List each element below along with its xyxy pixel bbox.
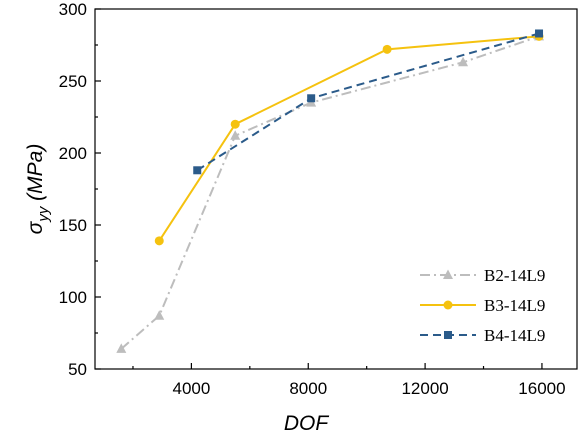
x-tick-label: 4000 [172,379,210,398]
legend-entry: B2-14L9 [420,266,545,285]
legend: B2-14L9 B3-14L9 B4-14L9 [420,266,545,345]
legend-label: B3-14L9 [484,296,545,315]
series-layer [116,29,545,353]
y-axis-title-unit: (MPa) [24,144,47,207]
x-axis-title: DOF [284,412,330,435]
x-tick-label: 12000 [401,379,448,398]
legend-entry: B3-14L9 [420,296,545,315]
y-tick-label: 100 [59,288,87,307]
series-line [158,35,540,242]
series-B2-14L9 [116,30,545,353]
legend-label: B4-14L9 [484,326,545,345]
x-tick-label: 8000 [289,379,327,398]
y-axis-title: σyy (MPa) [24,144,52,235]
data-point [230,130,241,140]
y-tick-label: 50 [68,360,87,379]
data-point [116,343,127,353]
series-B4-14L9 [193,29,544,175]
data-point [535,29,544,38]
legend-entry: B4-14L9 [420,326,545,345]
series-line [196,32,540,172]
y-tick-label: 250 [59,72,87,91]
series-line [120,35,540,350]
x-tick-label: 16000 [518,379,565,398]
legend-marker [444,331,452,339]
data-point [230,119,240,129]
y-tick-label: 300 [59,0,87,19]
data-point [458,56,469,67]
y-tick-label: 150 [59,216,87,235]
y-axis-title-symbol: σ [24,220,47,234]
data-point [193,166,202,175]
data-point [307,94,316,103]
axes: 4000 8000 12000 16000 50 100 150 200 250 300 DOF σy… [24,0,578,435]
legend-marker [443,269,453,279]
data-point [382,44,392,54]
legend-label: B2-14L9 [484,266,545,285]
series-B3-14L9 [154,31,544,246]
data-point [154,310,165,320]
plot-frame [94,8,578,370]
legend-marker [443,300,453,310]
y-axis-title-subscript: yy [35,205,52,223]
y-tick-label: 200 [59,144,87,163]
data-point [154,236,164,246]
